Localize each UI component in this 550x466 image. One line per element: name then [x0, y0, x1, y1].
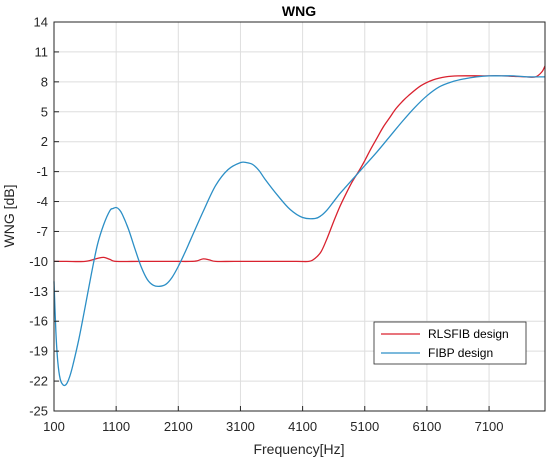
x-axis-label: Frequency[Hz] — [253, 441, 344, 457]
x-tick-label: 6100 — [412, 419, 441, 434]
y-tick-label: -4 — [36, 194, 48, 209]
chart-title: WNG — [282, 3, 316, 19]
x-tick-label: 1100 — [102, 419, 130, 434]
y-tick-label: -19 — [29, 344, 48, 359]
x-tick-label: 7100 — [475, 419, 504, 434]
y-tick-label: -13 — [29, 284, 48, 299]
y-tick-label: -10 — [29, 254, 48, 269]
y-axis-label: WNG [dB] — [1, 184, 17, 247]
x-axis-ticks: 100 1100 2100 3100 4100 5100 6100 7100 — [43, 406, 504, 434]
x-tick-label: 2100 — [164, 419, 193, 434]
y-tick-label: 14 — [34, 15, 48, 30]
y-tick-label: -7 — [36, 224, 48, 239]
x-tick-label: 5100 — [350, 419, 379, 434]
y-tick-label: -1 — [36, 164, 48, 179]
y-tick-label: -16 — [29, 314, 48, 329]
y-tick-label: 2 — [41, 134, 48, 149]
y-tick-label: 5 — [41, 104, 48, 119]
x-tick-label: 3100 — [226, 419, 255, 434]
y-tick-label: 8 — [41, 74, 48, 89]
series-line-fibp — [53, 75, 545, 387]
plot-area-border — [53, 21, 546, 412]
y-tick-label: 11 — [35, 44, 49, 59]
x-tick-label: 4100 — [288, 419, 317, 434]
legend-label-fibp: FIBP design — [428, 346, 493, 360]
legend: RLSFIB design FIBP design — [373, 321, 527, 365]
legend-box — [373, 321, 527, 365]
y-tick-label: -25 — [29, 404, 48, 419]
y-tick-label: -22 — [29, 374, 48, 389]
legend-label-rlsfib: RLSFIB design — [428, 327, 509, 341]
series-line-rlsfib — [54, 65, 546, 263]
x-tick-label: 100 — [43, 419, 65, 434]
y-axis-ticks: -25 -22 -19 -16 -13 -10 -7 -4 -1 2 5 8 11 14 — [29, 15, 59, 419]
data-series — [53, 65, 546, 387]
